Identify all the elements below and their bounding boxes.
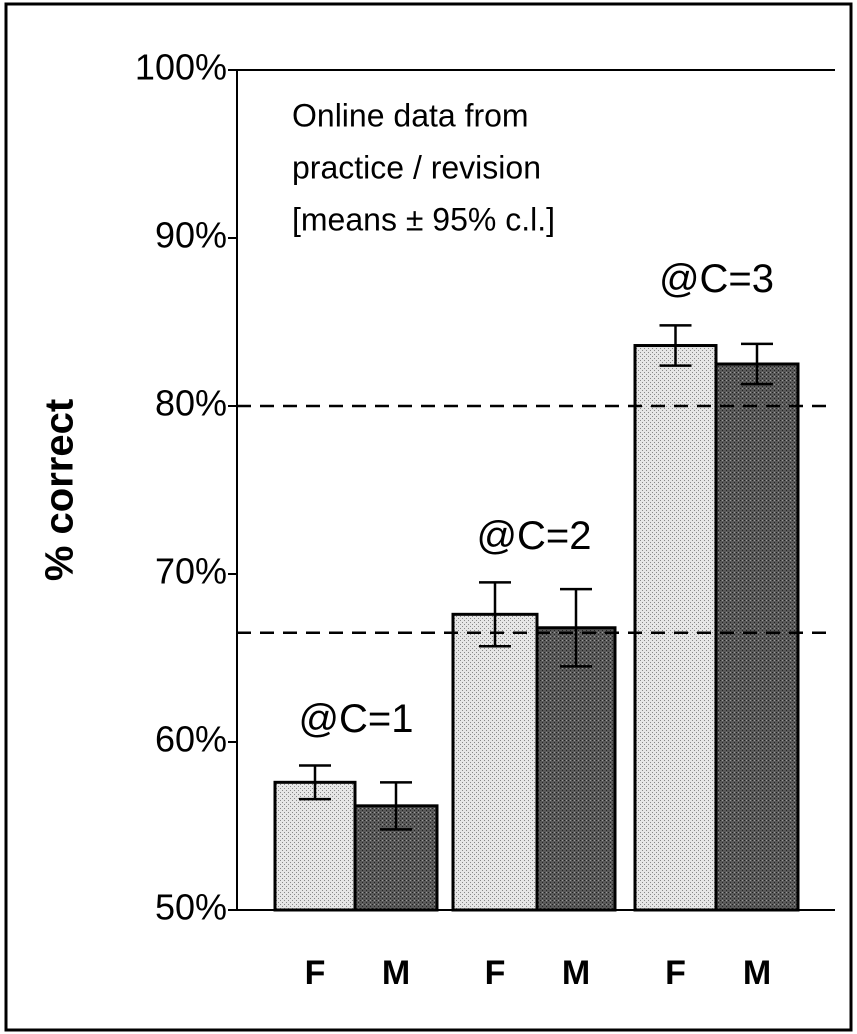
x-tick-label: F bbox=[665, 954, 686, 992]
y-tick-label: 60% bbox=[155, 719, 227, 760]
note: [means ± 95% c.l.] bbox=[292, 201, 555, 237]
frame bbox=[4, 2, 853, 1032]
bar bbox=[633, 344, 718, 912]
y-tick-label: 70% bbox=[155, 551, 227, 592]
bar bbox=[451, 612, 539, 912]
note: practice / revision bbox=[292, 149, 541, 185]
y-axis-label: % correct bbox=[38, 399, 82, 581]
note: Online data from bbox=[292, 97, 529, 133]
y-tick-label: 90% bbox=[155, 215, 227, 256]
x-tick-label: M bbox=[743, 954, 771, 992]
bar bbox=[535, 626, 617, 912]
group-label: @C=2 bbox=[476, 514, 591, 558]
y-tick-label: 50% bbox=[155, 887, 227, 928]
group-label: @C=1 bbox=[298, 697, 413, 741]
bar bbox=[273, 780, 357, 912]
y-tick-label: 100% bbox=[135, 47, 227, 88]
x-tick-label: F bbox=[305, 954, 326, 992]
x-tick-label: M bbox=[562, 954, 590, 992]
bar bbox=[714, 362, 800, 912]
x-tick-label: F bbox=[485, 954, 506, 992]
group-label: @C=3 bbox=[659, 257, 774, 301]
y-tick-label: 80% bbox=[155, 383, 227, 424]
x-tick-label: M bbox=[382, 954, 410, 992]
